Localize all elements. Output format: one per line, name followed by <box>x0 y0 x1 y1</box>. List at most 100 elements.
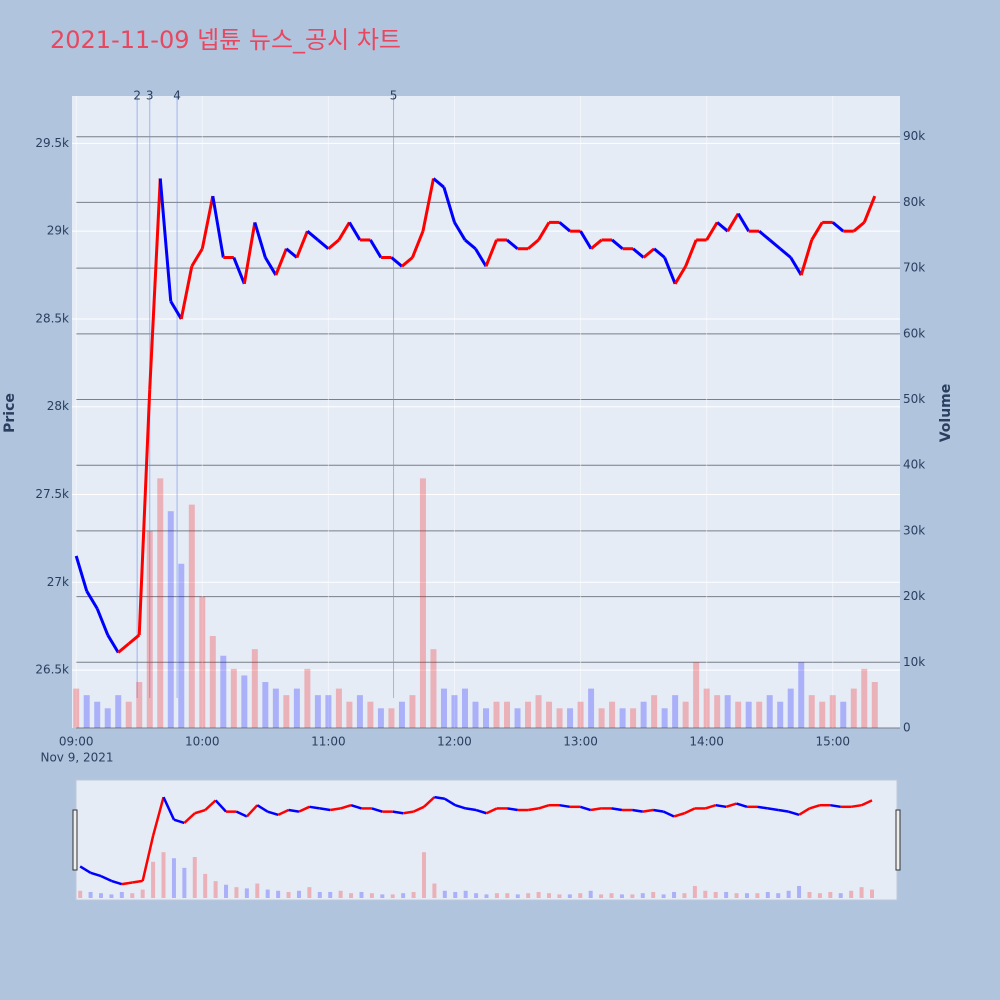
slider-price-segment <box>798 807 811 816</box>
x-date-label: Nov 9, 2021 <box>40 751 113 765</box>
slider-price-segment <box>715 803 727 809</box>
price-segment <box>85 590 99 610</box>
volume-bar <box>188 504 195 728</box>
price-segment <box>779 247 792 259</box>
slider-volume-bar <box>171 858 176 898</box>
slider-volume-bar <box>463 890 468 898</box>
volume-bar <box>588 688 595 728</box>
price-segment <box>421 178 435 232</box>
y2-tick-label: 70k <box>903 261 925 275</box>
volume-bar <box>430 649 437 728</box>
slider-volume-bar <box>807 891 812 898</box>
price-segment <box>264 256 278 276</box>
price-segment <box>810 221 824 241</box>
slider-price-segment <box>809 804 821 810</box>
slider-price-segment <box>309 805 320 810</box>
slider-volume-bar <box>78 890 83 898</box>
volume-bar <box>377 708 384 728</box>
slider-price-segment <box>788 810 800 817</box>
price-segment <box>726 212 740 232</box>
slider-volume-bar <box>755 893 760 898</box>
slider-volume-bar <box>349 893 354 898</box>
volume-bar <box>293 688 300 728</box>
slider-volume-bar <box>786 890 791 898</box>
price-segment <box>758 230 771 242</box>
volume-bar <box>546 701 553 728</box>
price-segment <box>862 195 877 223</box>
x-tick-label: 10:00 <box>185 735 220 749</box>
slider-price-segment <box>371 807 383 813</box>
volume-bar <box>577 701 584 728</box>
slider-price-segment <box>194 808 206 815</box>
volume-bar <box>472 701 479 728</box>
price-segment <box>663 256 677 285</box>
slider-volume-bar <box>588 890 593 898</box>
price-segment <box>390 256 403 268</box>
price-segment <box>179 265 194 320</box>
slider-volume-bar <box>692 885 697 898</box>
slider-volume-bar <box>88 891 93 898</box>
slider-volume-bar <box>161 852 166 898</box>
price-segment <box>117 642 130 654</box>
y-tick-label: 27.5k <box>35 487 69 501</box>
plot-area <box>72 96 900 728</box>
price-segment <box>200 195 215 250</box>
volume-bar <box>682 701 689 728</box>
slider-price-segment <box>121 881 133 886</box>
volume-bar <box>251 649 258 728</box>
slider-price-segment <box>277 808 290 817</box>
slider-volume-bar <box>526 893 531 898</box>
price-segment <box>242 222 257 285</box>
price-segment <box>716 221 729 233</box>
price-segment <box>831 221 845 233</box>
volume-bar <box>871 682 878 728</box>
slider-price-segment <box>778 808 789 813</box>
y-tick-label: 27k <box>47 575 69 589</box>
y-tick-label: 26.5k <box>35 663 69 677</box>
slider-price-segment <box>350 804 362 810</box>
price-segment <box>558 221 572 233</box>
slider-volume-bar <box>838 893 843 898</box>
price-segment <box>632 247 645 259</box>
y2-tick-label: 90k <box>903 129 925 143</box>
slider-volume-bar <box>244 888 249 898</box>
slider-volume-bar <box>651 891 656 898</box>
slider-volume-bar <box>411 891 416 898</box>
volume-bar <box>777 701 784 728</box>
volume-bar <box>861 668 868 728</box>
slider-price-segment <box>235 810 248 818</box>
volume-bar <box>808 695 815 728</box>
volume-bar <box>94 701 101 728</box>
slider-price-segment <box>683 807 696 815</box>
slider-volume-bar <box>619 894 624 898</box>
price-segment <box>684 239 698 267</box>
volume-bar <box>262 682 269 728</box>
price-segment <box>453 221 467 241</box>
volume-bar <box>724 695 731 728</box>
volume-bar <box>167 511 174 728</box>
slider-volume-bar <box>515 894 520 898</box>
slider-volume-bar <box>734 893 739 898</box>
slider-price-segment <box>298 805 310 813</box>
slider-price-segment <box>590 807 602 812</box>
price-segment <box>411 230 425 259</box>
price-segment <box>369 239 383 259</box>
x-tick-label: 11:00 <box>311 735 346 749</box>
volume-bar <box>157 478 164 728</box>
price-segment <box>148 178 162 390</box>
slider-price-segment <box>861 799 873 807</box>
slider-volume-bar <box>359 891 364 898</box>
slider-price-segment <box>162 796 176 821</box>
slider-price-segment <box>757 805 768 810</box>
slider-volume-bar <box>317 891 322 898</box>
slider-volume-bar <box>109 894 114 898</box>
price-segment <box>327 238 340 250</box>
slider-volume-bar <box>234 887 239 898</box>
slider-volume-bar <box>369 893 374 898</box>
price-segment <box>611 238 624 250</box>
y-tick-label: 29k <box>47 224 69 238</box>
slider-price-segment <box>611 807 623 812</box>
y-axis-title: Price <box>2 393 18 433</box>
slider-price-segment <box>642 808 654 813</box>
slider-volume-bar <box>744 893 749 898</box>
